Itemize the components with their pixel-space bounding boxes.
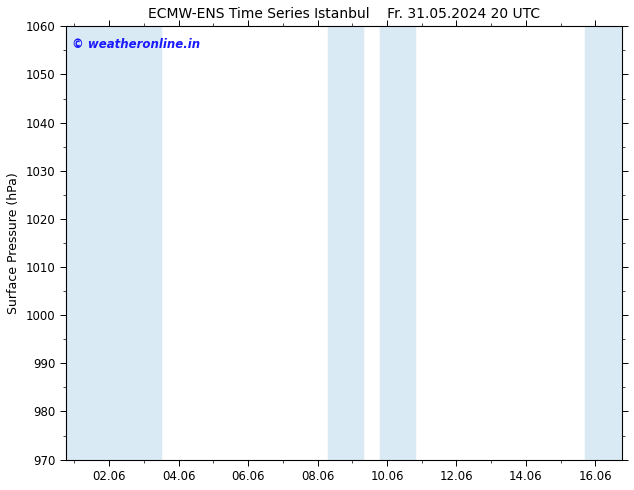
Bar	[585, 26, 621, 460]
Bar	[380, 26, 415, 460]
Title: ECMW-ENS Time Series Istanbul    Fr. 31.05.2024 20 UTC: ECMW-ENS Time Series Istanbul Fr. 31.05.…	[148, 7, 540, 21]
Bar	[126, 26, 161, 460]
Bar	[66, 26, 126, 460]
Y-axis label: Surface Pressure (hPa): Surface Pressure (hPa)	[7, 172, 20, 314]
Text: © weatheronline.in: © weatheronline.in	[72, 38, 200, 51]
Bar	[328, 26, 363, 460]
